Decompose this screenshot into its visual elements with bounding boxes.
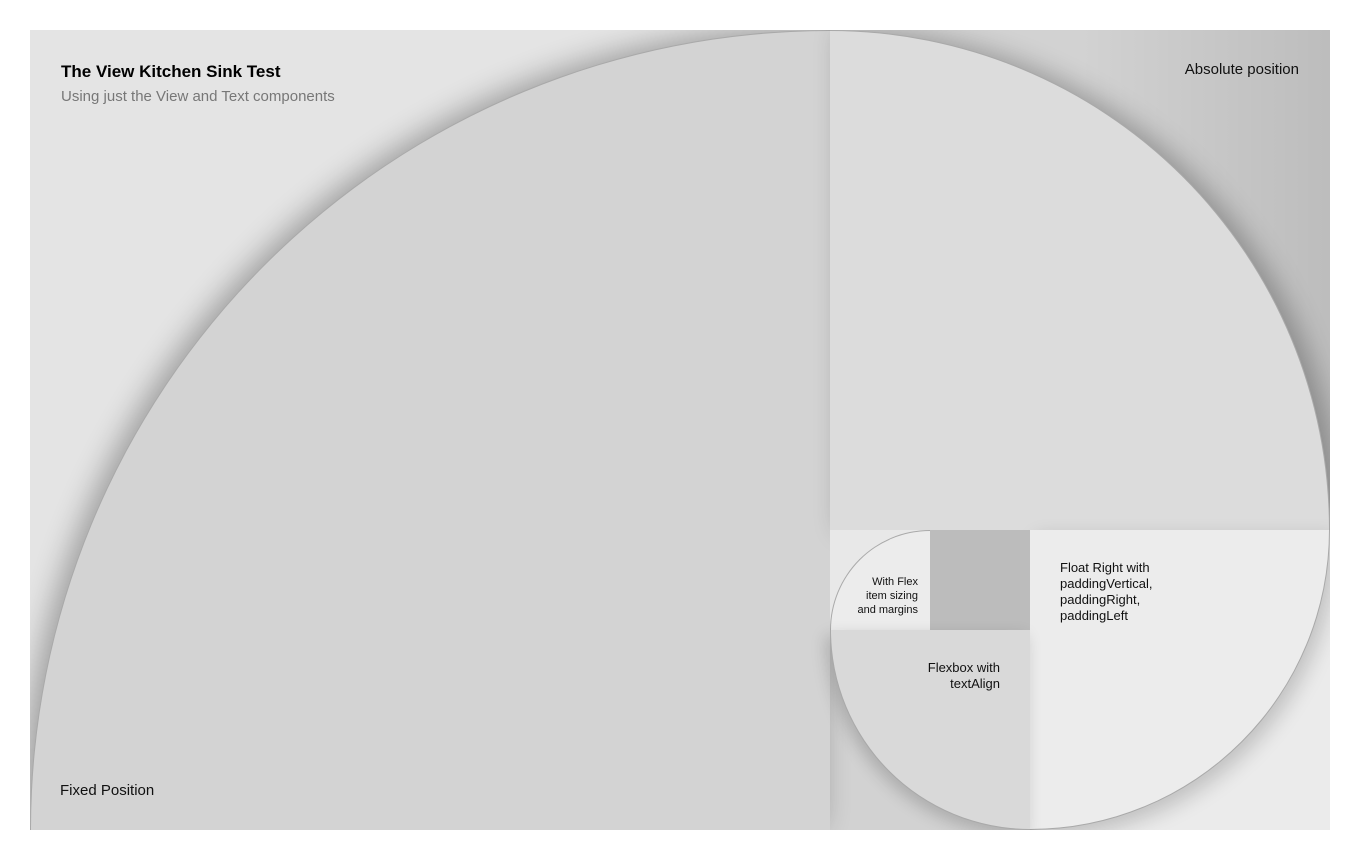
grey-square-block <box>930 530 1030 630</box>
with-flex-label: With Flex item sizing and margins <box>857 576 918 616</box>
kitchen-sink-canvas: The View Kitchen Sink Test Using just th… <box>30 30 1330 830</box>
fixed-position-block <box>30 30 830 830</box>
absolute-position-label: Absolute position <box>1184 61 1299 78</box>
page-title: The View Kitchen Sink Test <box>61 62 281 81</box>
fixed-position-label: Fixed Position <box>60 782 155 799</box>
float-right-label: Float Right with paddingVertical, paddin… <box>1060 560 1153 623</box>
page-subtitle: Using just the View and Text components <box>61 88 335 105</box>
flexbox-textalign-label: Flexbox with textAlign <box>927 660 1000 691</box>
